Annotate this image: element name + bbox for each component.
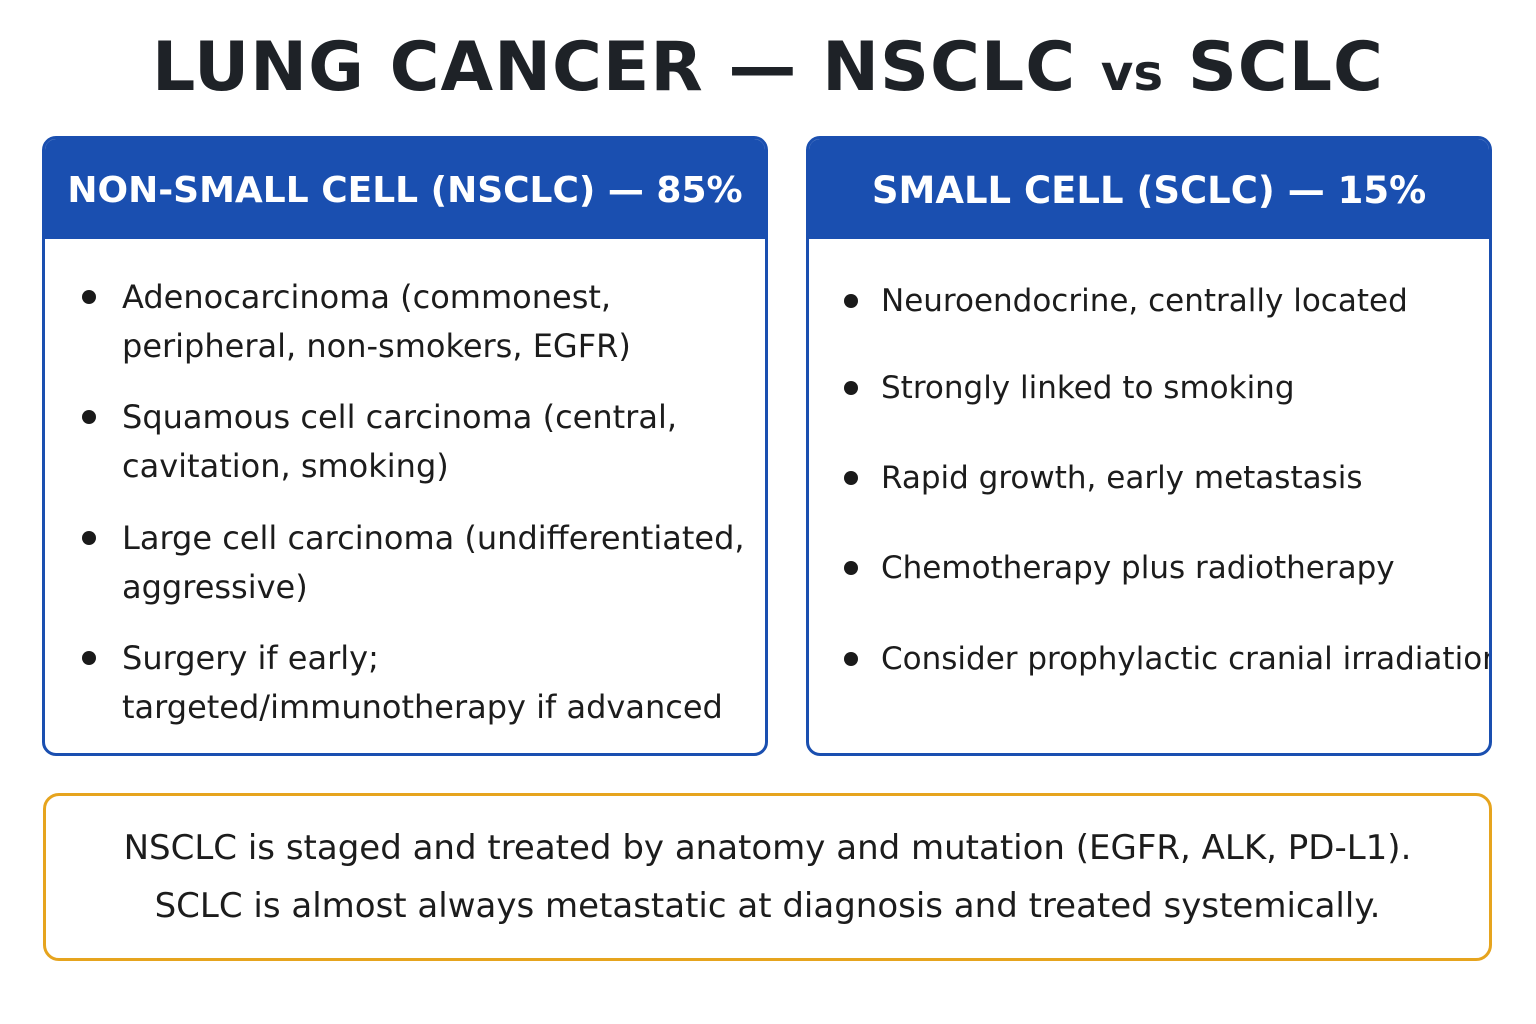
bullet-text: Surgery if early; targeted/immunotherapy… [122, 639, 723, 726]
summary-note: NSCLC is staged and treated by anatomy a… [43, 793, 1492, 961]
title-vs: vs [1100, 44, 1164, 102]
page-title: LUNG CANCER — NSCLC vs SCLC [0, 20, 1536, 116]
bullet-text: Neuroendocrine, centrally located [881, 283, 1408, 319]
bullet-text: Squamous cell carcinoma (central, cavita… [122, 398, 677, 485]
bullet-dot-icon [82, 531, 96, 545]
sclc-card: SMALL CELL (SCLC) — 15% Neuroendocrine, … [806, 136, 1492, 756]
bullet-dot-icon [844, 471, 858, 485]
bullet-text: Consider prophylactic cranial irradiatio… [881, 641, 1492, 677]
bullet-dot-icon [82, 651, 96, 665]
bullet-text: Adenocarcinoma (commonest, peripheral, n… [122, 278, 631, 365]
bullet-dot-icon [844, 294, 858, 308]
nsclc-header: NON-SMALL CELL (NSCLC) — 85% [45, 139, 765, 239]
title-main-right: SCLC [1163, 28, 1384, 107]
bullet-text: Strongly linked to smoking [881, 370, 1295, 406]
bullet-text: Chemotherapy plus radiotherapy [881, 550, 1395, 586]
summary-line-sclc: SCLC is almost always metastatic at diag… [154, 886, 1381, 926]
sclc-header: SMALL CELL (SCLC) — 15% [809, 139, 1489, 239]
bullet-text: Rapid growth, early metastasis [881, 460, 1363, 496]
bullet-dot-icon [844, 381, 858, 395]
summary-line-nsclc: NSCLC is staged and treated by anatomy a… [123, 828, 1412, 868]
bullet-text: Large cell carcinoma (undifferentiated, … [122, 519, 745, 606]
nsclc-card: NON-SMALL CELL (NSCLC) — 85% Adenocarcin… [42, 136, 768, 756]
bullet-dot-icon [844, 561, 858, 575]
bullet-dot-icon [844, 652, 858, 666]
bullet-dot-icon [82, 410, 96, 424]
title-main-left: LUNG CANCER — NSCLC [152, 28, 1101, 107]
bullet-dot-icon [82, 290, 96, 304]
